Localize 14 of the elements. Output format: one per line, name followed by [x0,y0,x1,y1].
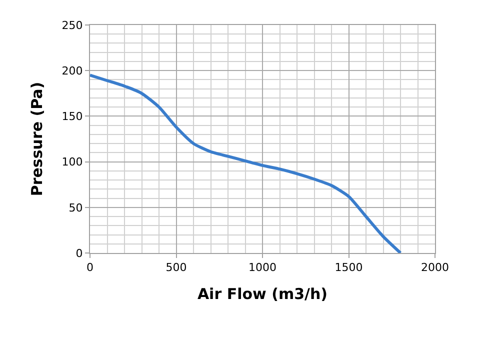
x-tick-label: 1500 [334,261,363,274]
x-axis-title: Air Flow (m3/h) [197,285,328,304]
line-series [90,74,402,253]
y-axis-title: Pressure (Pa) [28,82,46,196]
y-tick-label: 250 [62,18,83,32]
x-tick-label: 1000 [248,261,276,274]
y-tick-label: 200 [62,64,83,78]
x-tick-label: 0 [86,261,94,274]
y-tick-label: 100 [62,156,83,169]
y-tick-label: 0 [76,246,83,260]
x-tick-label: 500 [166,261,187,274]
y-tick-label: 50 [68,201,83,214]
x-tick-label: 2000 [421,261,449,274]
y-tick-label: 150 [62,110,83,124]
